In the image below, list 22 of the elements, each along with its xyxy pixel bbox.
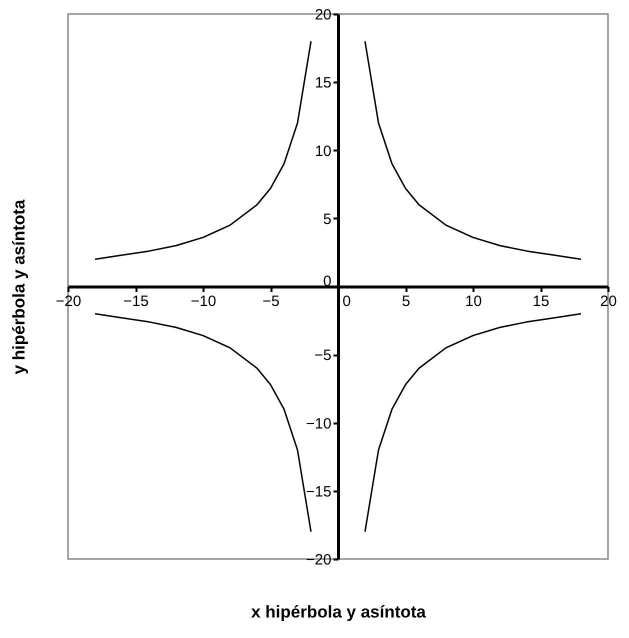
line-series <box>364 313 582 532</box>
line-series <box>94 40 312 260</box>
x-tick-label: −5 <box>262 293 280 310</box>
y-tick-label: −20 <box>306 552 332 568</box>
y-tick-label: 5 <box>323 210 332 228</box>
y-tick-label: 15 <box>314 74 332 92</box>
x-tick-label: 5 <box>402 293 410 310</box>
x-tick-label: 10 <box>465 293 482 310</box>
x-tick-label: 0 <box>342 293 351 310</box>
x-tick-label: 15 <box>532 293 550 310</box>
y-axis-title: y hipérbola y asíntota <box>10 199 28 374</box>
y-tick-label: 20 <box>314 6 332 24</box>
x-tick-label: −10 <box>190 293 216 310</box>
y-tick-label: −15 <box>306 483 332 500</box>
line-series <box>364 40 582 260</box>
y-tick-label: −5 <box>314 347 332 364</box>
x-axis-title: x hipérbola y asíntota <box>251 602 426 622</box>
y-tick-label: 10 <box>314 142 332 160</box>
y-tick-label: −10 <box>306 415 332 432</box>
x-tick-label: −15 <box>123 293 149 310</box>
x-tick-label: 20 <box>600 293 617 310</box>
x-tick-label: −20 <box>56 293 82 310</box>
